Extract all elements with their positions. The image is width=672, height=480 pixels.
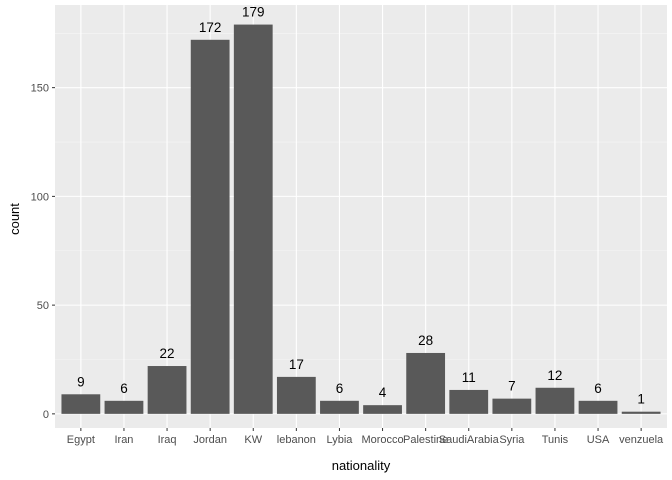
x-tick-label: Jordan [193,434,227,446]
data-label: 179 [242,5,265,20]
x-tick-label: USA [587,434,610,446]
data-label: 9 [77,374,85,389]
minor-gridlines [55,32,667,360]
bar [492,398,532,414]
y-axis-title: count [7,203,22,235]
bar [320,400,359,414]
data-label: 172 [199,20,222,35]
x-tick-label: Iraq [158,434,177,446]
x-tick-label: Syria [499,434,525,446]
data-label: 6 [120,381,128,396]
data-labels: 9 6 22 172 179 17 6 4 28 11 7 12 6 1 [77,5,645,407]
data-label: 22 [160,346,175,361]
y-tick-label: 50 [37,300,49,312]
x-tick-label: KW [244,434,262,446]
x-axis-title: nationality [332,458,391,473]
x-tick-label: Morocco [361,434,403,446]
bar [621,411,661,414]
x-tick-label: Palestine [403,434,448,446]
x-tick-label: Lybia [327,434,354,446]
bar [406,352,446,414]
x-tick-label: Egypt [67,434,95,446]
data-label: 4 [379,385,387,400]
bar [233,24,273,414]
bar [276,376,316,414]
x-tick-label: Iran [114,434,133,446]
x-tick-label: Tunis [542,434,569,446]
bar [449,389,489,414]
plot-panel [55,5,667,428]
x-tick-label: lebanon [277,434,316,446]
data-label: 12 [547,368,562,383]
data-label: 1 [637,392,645,407]
y-tick-label: 150 [31,83,49,95]
bar [190,39,230,414]
bar [535,387,575,414]
data-label: 11 [462,370,476,385]
data-label: 28 [418,333,433,348]
bar [104,400,144,414]
bar [363,405,402,414]
x-axis: Egypt Iran Iraq Jordan KW lebanon Lybia Morocco… [67,428,664,446]
y-axis: 0 50 100 150 [31,83,55,421]
bar [147,366,187,414]
x-tick-label: venzuela [619,434,664,446]
bars [61,24,661,414]
data-label: 6 [336,381,344,396]
bar [578,400,618,414]
y-tick-label: 100 [31,191,49,203]
x-tick-label: SaudiArabia [439,434,500,446]
data-label: 7 [508,379,516,394]
data-label: 6 [594,381,602,396]
bar [61,394,101,414]
data-label: 17 [289,357,304,372]
y-tick-label: 0 [43,409,49,421]
